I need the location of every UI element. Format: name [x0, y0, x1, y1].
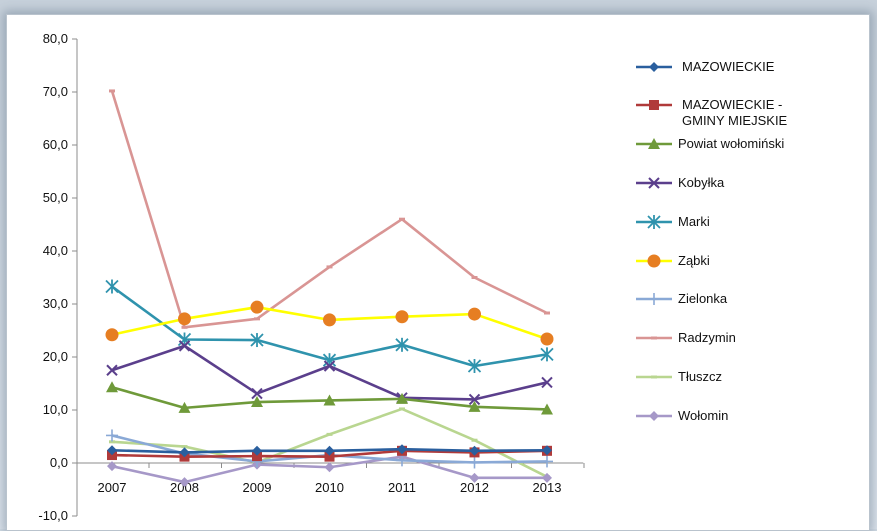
legend-label: Zielonka	[678, 291, 728, 306]
data-point	[323, 394, 336, 406]
y-tick-label: 50,0	[43, 190, 68, 205]
x-tick-label: 2009	[243, 480, 272, 495]
legend-label: Marki	[678, 214, 710, 229]
data-point	[254, 317, 260, 321]
data-point	[395, 310, 409, 324]
data-point	[105, 279, 119, 294]
legend-label: MAZOWIECKIE -	[682, 97, 782, 112]
x-tick-label: 2010	[315, 480, 344, 495]
y-tick-label: -10,0	[38, 508, 68, 523]
legend-label: GMINY MIEJSKIE	[682, 113, 788, 128]
data-point	[177, 332, 192, 347]
data-point	[395, 337, 409, 352]
y-tick-label: 10,0	[43, 402, 68, 417]
data-point	[107, 445, 117, 456]
data-point	[542, 472, 552, 483]
data-point	[178, 401, 191, 413]
legend-marker	[648, 293, 660, 305]
data-point	[544, 311, 550, 315]
legend-marker	[651, 336, 657, 340]
y-tick-label: 80,0	[43, 31, 68, 46]
data-point	[399, 217, 405, 221]
legend-marker	[651, 375, 657, 379]
data-point	[541, 376, 553, 389]
data-point	[471, 438, 478, 442]
x-tick-label: 2012	[460, 480, 489, 495]
data-point	[106, 381, 118, 393]
data-point	[469, 445, 480, 456]
data-point	[324, 462, 335, 473]
legend-label: Wołomin	[678, 408, 728, 423]
data-point	[541, 403, 553, 415]
legend-marker	[649, 100, 659, 110]
data-point	[468, 456, 481, 469]
data-point	[324, 451, 335, 462]
x-tick-label: 2007	[98, 480, 127, 495]
data-point	[396, 454, 408, 467]
legend-label: Powiat wołomiński	[678, 136, 784, 151]
data-point	[106, 429, 118, 442]
data-point	[396, 392, 408, 404]
data-point	[178, 340, 191, 352]
data-point	[109, 440, 115, 444]
data-point	[467, 359, 482, 374]
data-point	[252, 445, 262, 456]
data-point	[179, 447, 190, 458]
data-point	[109, 89, 115, 93]
data-point	[468, 393, 481, 406]
data-point	[471, 276, 478, 279]
y-tick-label: 60,0	[43, 137, 68, 152]
data-point	[468, 400, 481, 412]
data-point	[178, 312, 191, 326]
data-point	[542, 445, 552, 456]
series-line-radzymin	[110, 90, 548, 329]
data-point	[469, 472, 480, 483]
y-tick-label: 0,0	[50, 455, 68, 470]
data-point	[540, 347, 554, 362]
data-point	[323, 360, 336, 372]
data-point	[251, 387, 263, 400]
data-point	[326, 432, 333, 436]
legend-marker	[647, 215, 661, 229]
data-point	[179, 477, 190, 488]
data-point	[251, 396, 263, 408]
data-point	[250, 300, 264, 314]
data-point	[468, 307, 481, 321]
y-tick-label: 40,0	[43, 243, 68, 258]
data-point	[181, 445, 188, 449]
y-tick-label: 20,0	[43, 349, 68, 364]
x-tick-label: 2011	[388, 480, 416, 495]
data-point	[181, 325, 188, 329]
data-point	[107, 461, 117, 472]
legend-label: Ząbki	[678, 253, 710, 268]
legend-label: MAZOWIECKIE	[682, 59, 775, 74]
data-point	[326, 265, 333, 269]
legend-marker	[648, 177, 660, 189]
data-point	[250, 333, 264, 348]
legend-label: Tłuszcz	[678, 369, 722, 384]
legend-marker	[649, 411, 659, 421]
x-tick-label: 2013	[533, 480, 562, 495]
data-point	[106, 364, 118, 376]
legend-marker	[647, 254, 661, 268]
data-point	[541, 455, 553, 468]
data-point	[540, 332, 554, 346]
data-point	[323, 313, 336, 327]
legend-label: Radzymin	[678, 330, 736, 345]
y-tick-label: 30,0	[43, 296, 68, 311]
data-point	[105, 328, 119, 342]
data-point	[399, 407, 405, 411]
y-tick-label: 70,0	[43, 84, 68, 99]
data-point	[252, 451, 262, 462]
data-point	[324, 445, 335, 456]
legend-label: Kobyłka	[678, 175, 725, 190]
data-point	[397, 444, 407, 455]
legend-marker	[648, 138, 660, 149]
x-tick-label: 2008	[170, 480, 199, 495]
legend-marker	[649, 62, 659, 72]
